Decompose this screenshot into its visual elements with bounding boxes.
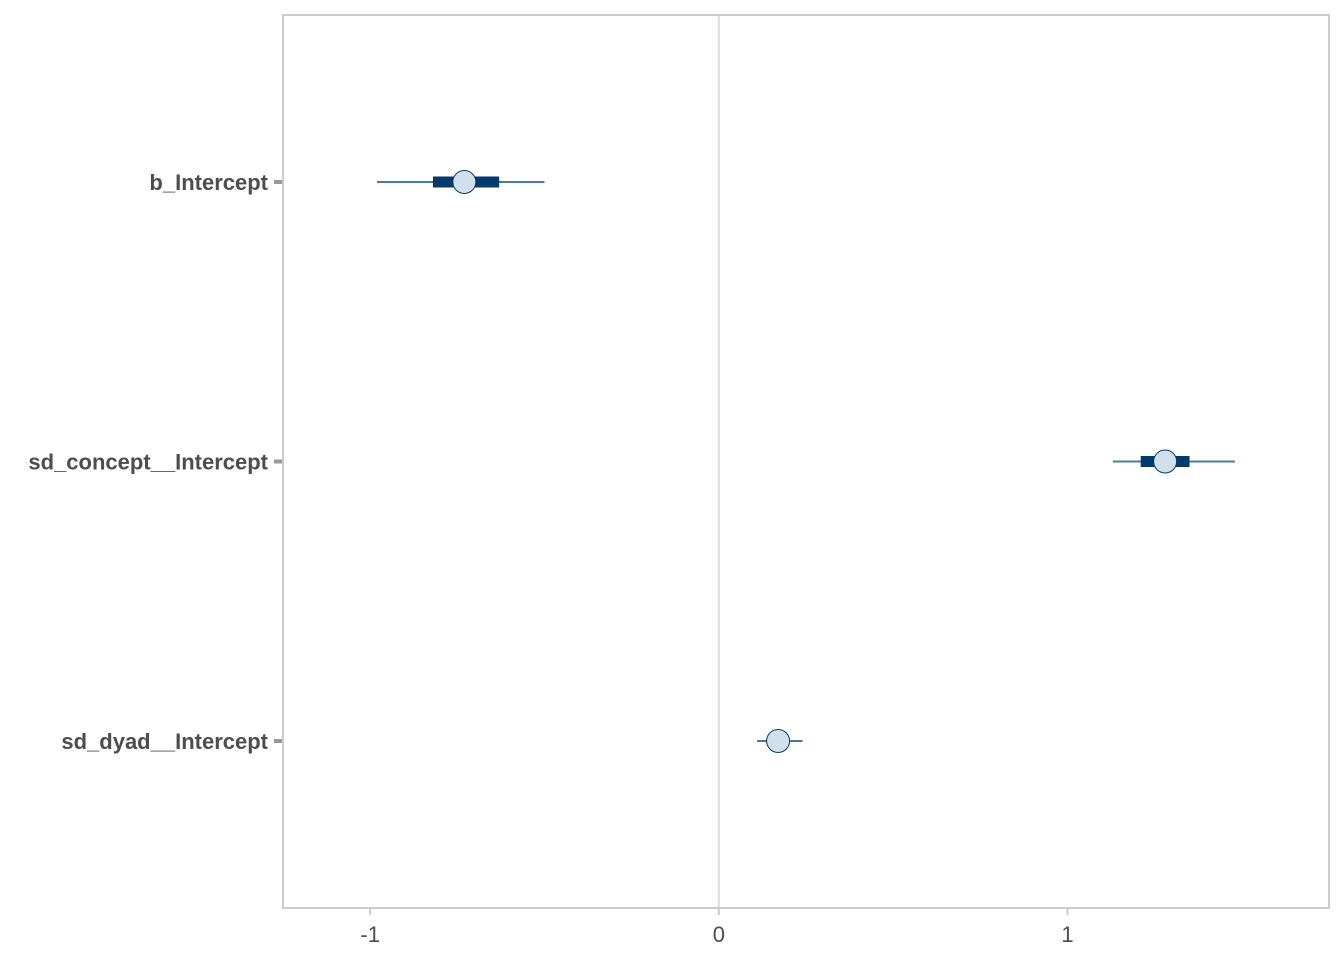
x-tick-label: -1: [360, 922, 380, 947]
y-tick-label: sd_dyad__Intercept: [61, 729, 268, 754]
panel-border: [282, 14, 1330, 909]
x-tick-label: 1: [1061, 922, 1073, 947]
x-tick-label: 0: [713, 922, 725, 947]
axis-layer: b_Intercept sd_concept__Intercept sd_dyad_…: [28, 170, 1073, 947]
point-estimate-sd_dyad__Intercept: [766, 729, 791, 753]
y-tick-label: sd_concept__Intercept: [28, 450, 268, 475]
y-tick-label: b_Intercept: [149, 170, 268, 195]
point-estimate-sd_concept__Intercept: [1153, 449, 1178, 474]
point-estimate-b_Intercept: [452, 170, 477, 194]
marks-layer: [377, 170, 1235, 753]
